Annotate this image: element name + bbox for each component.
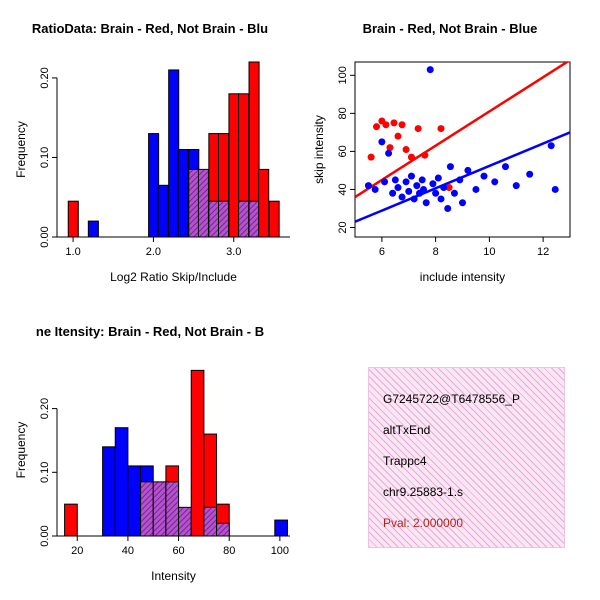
svg-text:12: 12	[537, 246, 549, 258]
svg-text:60: 60	[337, 145, 349, 157]
svg-text:0.10: 0.10	[39, 462, 51, 483]
svg-text:60: 60	[172, 545, 184, 557]
svg-text:40: 40	[337, 183, 349, 195]
svg-text:0.00: 0.00	[39, 525, 51, 546]
svg-text:10: 10	[483, 246, 495, 258]
ratio-histogram-plot: 1.0 2.0 3.0 0.00 0.10 0.20 Log2 Ratio Skip/Inc…	[14, 61, 290, 284]
svg-text:8: 8	[433, 246, 439, 258]
ratio-histogram-title: RatioData: Brain - Red, Not Brain - Blu	[31, 21, 269, 36]
svg-text:6: 6	[379, 246, 385, 258]
info-line-locus: chr9.25883-1.s	[383, 485, 464, 499]
scatter-title: Brain - Red, Not Brain - Blue	[362, 21, 538, 36]
svg-text:0.20: 0.20	[39, 67, 51, 88]
svg-text:80: 80	[223, 545, 235, 557]
svg-text:100: 100	[271, 545, 289, 557]
svg-text:skip intensity: skip intensity	[312, 115, 326, 184]
svg-text:Frequency: Frequency	[14, 422, 28, 479]
svg-text:include intensity: include intensity	[420, 270, 505, 284]
svg-text:80: 80	[337, 107, 349, 119]
event-info-box: G7245722@T6478556_P altTxEnd Trappc4 chr…	[368, 367, 565, 548]
info-line-event-type: altTxEnd	[383, 423, 431, 437]
intensity-scatter-plot: 6 8 10 12 20 40 60 80 100 include intensity skip i…	[312, 61, 571, 284]
svg-text:0.20: 0.20	[39, 398, 51, 419]
gene-intensity-histogram-plot: 20 40 60 80 100 0.00 0.10 0.20 Intensity Frequenc…	[14, 369, 290, 583]
info-line-probe-id: G7245722@T6478556_P	[383, 392, 520, 406]
svg-text:0.00: 0.00	[39, 226, 51, 247]
svg-text:100: 100	[337, 66, 349, 84]
svg-text:2.0: 2.0	[146, 246, 161, 258]
info-line-gene-name: Trappc4	[383, 454, 427, 468]
svg-text:Log2 Ratio Skip/Include: Log2 Ratio Skip/Include	[110, 270, 237, 284]
svg-text:3.0: 3.0	[226, 246, 241, 258]
svg-text:20: 20	[337, 221, 349, 233]
svg-text:0.10: 0.10	[39, 147, 51, 168]
svg-text:Frequency: Frequency	[14, 121, 28, 178]
svg-text:Intensity: Intensity	[151, 569, 196, 583]
svg-text:1.0: 1.0	[65, 246, 80, 258]
svg-text:20: 20	[71, 545, 83, 557]
info-line-pval: Pval: 2.000000	[383, 516, 464, 530]
svg-text:40: 40	[122, 545, 134, 557]
gene-intensity-histogram-title: ne Itensity: Brain - Red, Not Brain - B	[35, 324, 265, 339]
